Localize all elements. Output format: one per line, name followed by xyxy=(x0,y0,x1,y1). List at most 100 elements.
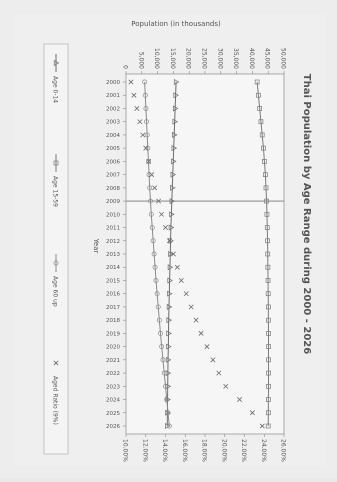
data-point-age-15-59 xyxy=(266,344,271,349)
data-point-age-15-59 xyxy=(266,410,271,416)
data-point-age-0-14 xyxy=(168,251,174,257)
data-point-age-60-up xyxy=(163,383,168,389)
x-tick-label: 2019 xyxy=(106,331,120,337)
y2-tick-label: 16.00% xyxy=(181,439,188,462)
data-point-age-60-up xyxy=(157,330,163,336)
data-point-age-15-59 xyxy=(265,423,271,429)
data-point-aged-ratio-9 xyxy=(149,172,155,178)
data-point-age-15-59 xyxy=(266,317,271,323)
x-tick-label: 2009 xyxy=(106,199,120,205)
y-tick-label: 0 xyxy=(122,65,129,69)
data-point-age-60-up xyxy=(155,304,161,310)
data-point-age-0-14 xyxy=(166,303,173,310)
data-point-age-15-59 xyxy=(265,278,271,283)
data-point-age-15-59 xyxy=(261,145,266,151)
series-line-age-15-59 xyxy=(256,81,270,427)
x-tick-label: 2026 xyxy=(106,424,120,430)
x-tick-label: 2022 xyxy=(106,371,120,377)
data-point-age-60-up xyxy=(161,370,167,376)
data-point-aged-ratio-9 xyxy=(140,132,146,138)
data-point-age-15-59 xyxy=(259,132,265,138)
data-point-age-0-14 xyxy=(169,198,176,205)
data-point-aged-ratio-9 xyxy=(204,344,210,350)
data-point-age-15-59 xyxy=(254,79,260,85)
y-tick-label: 25,000 xyxy=(201,48,208,69)
data-point-aged-ratio-9 xyxy=(198,330,204,336)
data-point-age-15-59 xyxy=(258,119,264,125)
data-point-age-0-14 xyxy=(172,105,179,112)
series-line-age-60-up xyxy=(144,81,170,427)
legend-marker-age-15-59 xyxy=(53,160,59,166)
x-tick-label: 2013 xyxy=(106,252,120,258)
data-point-age-60-up xyxy=(164,397,170,402)
data-point-age-15-59 xyxy=(265,264,271,270)
data-point-aged-ratio-9 xyxy=(170,251,176,257)
x-tick-label: 2007 xyxy=(106,173,120,179)
data-point-age-60-up xyxy=(151,251,157,257)
data-point-age-60-up xyxy=(142,92,148,98)
y2-tick-label: 18.00% xyxy=(201,439,208,462)
y-tick-label: 10,000 xyxy=(153,48,160,69)
data-point-aged-ratio-9 xyxy=(193,317,199,323)
data-point-age-15-59 xyxy=(265,251,271,257)
data-point-age-15-59 xyxy=(265,291,271,297)
data-point-age-0-14 xyxy=(173,79,180,85)
y-tick-label: 5,000 xyxy=(137,52,144,69)
y2-tick-label: 22.00% xyxy=(240,439,247,462)
data-point-age-15-59 xyxy=(257,106,263,111)
data-point-aged-ratio-9 xyxy=(237,397,243,403)
x-tick-label: 2023 xyxy=(106,384,120,390)
y2-tick-label: 14.00% xyxy=(161,439,168,462)
data-point-age-0-14 xyxy=(166,330,172,337)
legend-label-age-15-59: Age 15-59 xyxy=(52,176,59,207)
y-axis-label: Population (in thousands) xyxy=(131,20,221,28)
y-tick-label: 50,000 xyxy=(280,48,287,69)
x-tick-label: 2005 xyxy=(106,146,120,152)
data-point-age-15-59 xyxy=(266,370,271,376)
plot-area xyxy=(125,73,285,435)
data-point-aged-ratio-9 xyxy=(143,145,149,151)
data-point-aged-ratio-9 xyxy=(188,304,194,310)
data-point-aged-ratio-9 xyxy=(137,119,143,125)
data-point-age-15-59 xyxy=(266,304,271,310)
y-tick-label: 30,000 xyxy=(216,48,223,69)
x-tick-label: 2024 xyxy=(106,398,120,404)
x-tick-label: 2006 xyxy=(106,159,120,165)
x-tick-label: 2025 xyxy=(106,411,120,417)
legend-marker-age-0-14 xyxy=(53,60,60,66)
x-tick-label: 2020 xyxy=(106,345,120,351)
data-point-age-60-up xyxy=(148,211,154,217)
data-point-age-15-59 xyxy=(256,92,261,98)
data-point-age-0-14 xyxy=(172,131,178,138)
data-point-age-15-59 xyxy=(262,159,267,164)
y-tick-label: 40,000 xyxy=(248,48,255,69)
data-point-age-0-14 xyxy=(168,224,175,231)
chart-title: Thai Population by Age Range during 2000… xyxy=(301,74,312,354)
data-point-age-60-up xyxy=(148,198,153,204)
legend-marker-aged-ratio-9 xyxy=(53,360,59,366)
data-point-aged-ratio-9 xyxy=(152,185,158,191)
x-tick-label: 2008 xyxy=(106,186,120,192)
data-point-aged-ratio-9 xyxy=(128,79,134,85)
data-point-aged-ratio-9 xyxy=(216,370,222,376)
legend-box xyxy=(43,43,69,455)
y-tick-label: 20,000 xyxy=(185,48,192,69)
data-point-age-15-59 xyxy=(264,211,270,217)
data-point-aged-ratio-9 xyxy=(249,410,255,416)
x-tick-label: 2004 xyxy=(106,133,120,139)
x-tick-label: 2003 xyxy=(106,120,120,126)
data-point-aged-ratio-9 xyxy=(223,383,229,389)
data-point-age-0-14 xyxy=(173,92,179,99)
data-point-age-60-up xyxy=(150,238,156,244)
data-point-age-0-14 xyxy=(166,317,172,324)
y-tick-label: 15,000 xyxy=(169,48,176,69)
data-point-aged-ratio-9 xyxy=(210,357,216,363)
data-point-age-60-up xyxy=(165,410,171,416)
data-point-aged-ratio-9 xyxy=(166,238,172,244)
x-tick-label: 2015 xyxy=(106,278,120,284)
x-tick-label: 2011 xyxy=(106,226,120,232)
legend-label-age-60-up: Age 60 up xyxy=(52,276,59,307)
data-point-age-15-59 xyxy=(265,238,270,244)
data-point-age-60-up xyxy=(144,119,149,125)
x-tick-label: 2001 xyxy=(106,93,120,99)
